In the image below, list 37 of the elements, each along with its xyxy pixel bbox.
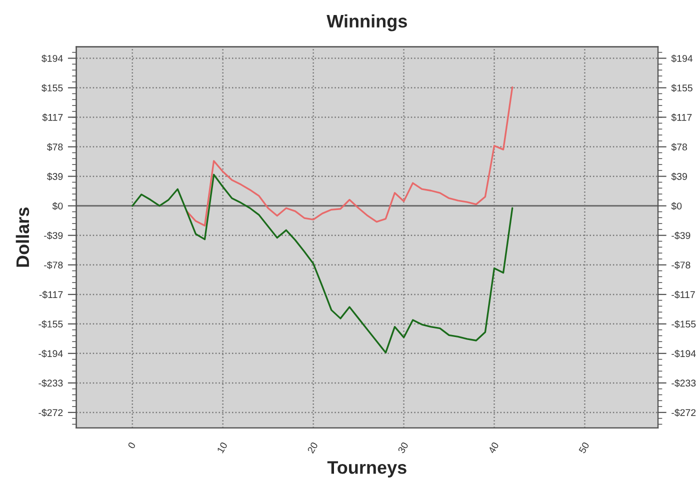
y-tick-label: -$117 (39, 290, 63, 299)
y-tick-label: $155 (42, 84, 63, 92)
y-tick-label: -$78 (44, 261, 63, 270)
x-tick-label: 40 (488, 442, 500, 454)
y-tick-label: -$194 (38, 350, 63, 358)
y2-tick-label: $194 (671, 54, 693, 62)
x-axis-title: Tourneys (327, 461, 406, 478)
y2-tick-label: -$117 (672, 290, 695, 299)
line-series (186, 86, 514, 226)
y2-tick-label: -$233 (672, 379, 696, 388)
line-series (132, 174, 514, 354)
x-tick-label: 20 (307, 442, 318, 454)
y-tick-label: $78 (46, 143, 63, 152)
y-tick-label: $194 (42, 54, 63, 62)
x-tick-label: 10 (216, 442, 228, 454)
y-axis-title: Dollars (16, 208, 30, 267)
chart-title: Winnings (326, 14, 407, 32)
y-tick-label: $0 (52, 202, 63, 210)
x-tick-label: 30 (398, 442, 409, 454)
y2-tick-label: -$155 (672, 320, 696, 328)
y-tick-label: $117 (42, 114, 63, 122)
y2-tick-label: $155 (671, 84, 692, 92)
y2-tick-label: -$272 (672, 408, 696, 417)
y2-tick-label: $78 (671, 143, 687, 152)
y2-tick-label: $117 (671, 114, 692, 122)
y2-tick-label: -$78 (672, 261, 690, 270)
y-tick-label: -$39 (44, 232, 63, 240)
y2-tick-label: -$39 (672, 232, 690, 240)
y2-tick-label: -$194 (672, 350, 696, 358)
y2-tick-label: $39 (671, 172, 687, 181)
y-tick-label: -$233 (38, 379, 63, 388)
x-tick-label: 0 (128, 442, 136, 450)
y-tick-label: -$155 (38, 320, 63, 328)
y2-tick-label: $0 (671, 202, 682, 210)
x-tick-label: 50 (578, 442, 590, 454)
y-tick-label: $39 (46, 172, 63, 181)
y-tick-label: -$272 (38, 408, 63, 417)
